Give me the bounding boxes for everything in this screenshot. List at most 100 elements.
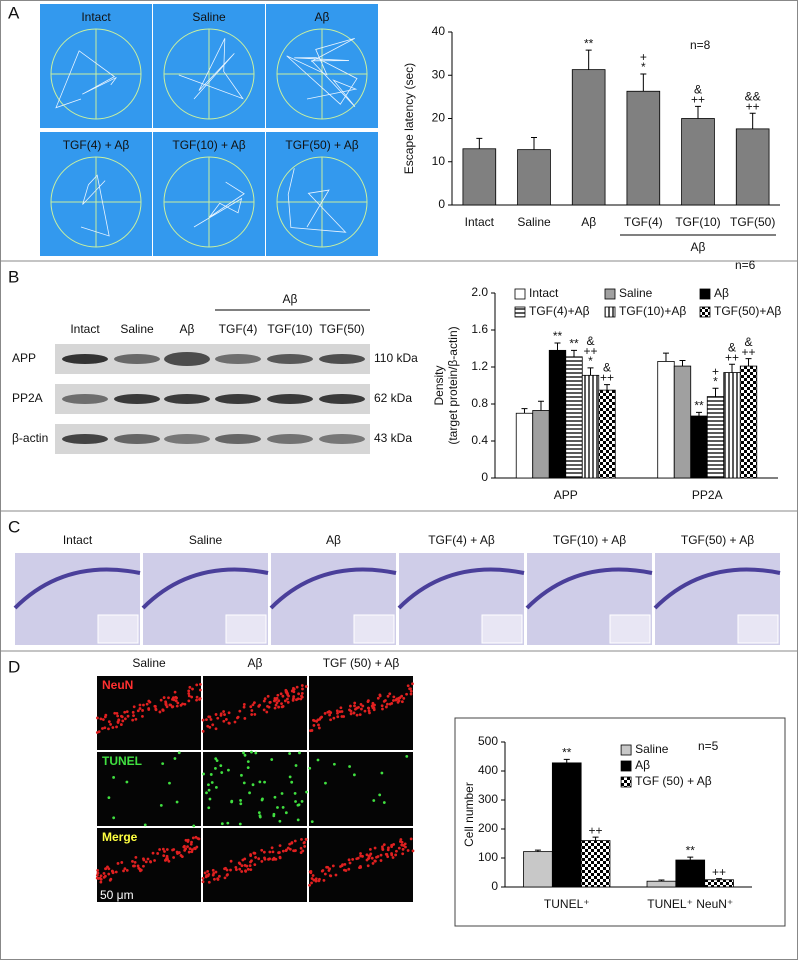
fluor-cell [349, 704, 352, 708]
x-tick-label: TGF(50) [730, 215, 775, 229]
blot-band [114, 434, 160, 444]
fluor-cell [238, 862, 242, 866]
fluor-cell [300, 838, 303, 841]
error-bar [592, 836, 599, 841]
blot-band [267, 434, 313, 444]
fluor-cell [99, 877, 103, 881]
fluor-cell [229, 868, 232, 872]
fluor-cell [250, 709, 254, 712]
fluor-cell [263, 697, 267, 701]
fluor-cell [381, 707, 384, 711]
bar [551, 762, 582, 888]
histology-label: Saline [189, 533, 223, 547]
blot-column-label: TGF(4) [219, 322, 258, 336]
fluor-cell [288, 752, 292, 755]
fluor-cell [136, 709, 140, 713]
fluor-cell [310, 877, 314, 880]
fluor-cell [111, 726, 115, 729]
fluor-cell [312, 878, 316, 882]
fluor-cell [353, 704, 356, 708]
fluor-cell [230, 799, 234, 803]
y-tick-label: 1.2 [471, 359, 488, 373]
fluor-cell [323, 872, 327, 876]
fluor-cell [411, 849, 415, 853]
fluor-cell [254, 856, 257, 859]
fluor-cell [218, 874, 221, 878]
fluor-cell [310, 881, 313, 885]
fluor-cell [207, 783, 210, 787]
fluor-cell [132, 714, 135, 718]
significance-mark: ++ [600, 371, 614, 385]
fluor-column-label: TGF (50) + Aβ [323, 656, 400, 670]
fluor-cell [248, 791, 251, 795]
fluor-cell [175, 800, 179, 804]
fluor-cell [96, 871, 100, 875]
fluor-cell [142, 864, 145, 868]
significance-mark: ** [584, 36, 594, 50]
error-bar [695, 411, 702, 417]
fluor-cell [373, 703, 376, 707]
fluor-cell [268, 850, 272, 854]
fluor-cell [338, 710, 342, 714]
fluor-cell [390, 845, 394, 849]
fluor-cell [385, 705, 388, 709]
fluor-cell [212, 871, 216, 875]
swim-path [178, 38, 244, 100]
blot-column-label: Intact [70, 322, 100, 336]
fluor-cell [286, 693, 290, 697]
blot-band [62, 434, 108, 444]
fluor-cell [392, 695, 396, 699]
blot-band [62, 394, 108, 404]
panel-label: A [8, 3, 20, 22]
y-tick-label: 2.0 [471, 285, 488, 299]
y-axis-label: Cell number [462, 782, 476, 847]
fluor-cell [147, 707, 151, 710]
fluor-cell [187, 694, 191, 698]
y-tick-label: 30 [432, 67, 446, 81]
fluor-cell [380, 771, 384, 775]
significance-mark: ++ [589, 823, 603, 837]
fluor-cell [253, 701, 256, 705]
sample-size: n=6 [735, 258, 756, 272]
fluor-cell [327, 869, 331, 872]
fluor-cell [367, 857, 370, 861]
blot-band [215, 394, 261, 404]
fluor-cell [121, 719, 125, 723]
fluor-cell [311, 874, 315, 877]
legend-swatch [620, 760, 632, 772]
fluor-cell [143, 823, 147, 827]
fluor-cell [227, 721, 231, 725]
fluor-cell [277, 699, 281, 703]
fluor-cell [394, 698, 398, 702]
fluor-cell [104, 867, 108, 870]
error-bar [521, 408, 528, 414]
x-tick-label: TGF(10) [675, 215, 720, 229]
fluor-cell [386, 848, 390, 852]
fluor-cell [356, 856, 360, 860]
fluor-image [309, 828, 413, 902]
fluor-cell [205, 718, 208, 722]
blot-column-label: TGF(50) [319, 322, 364, 336]
fluor-cell [283, 699, 287, 703]
fluor-cell [280, 702, 283, 706]
fluor-cell [308, 766, 312, 770]
fluor-cell [249, 854, 253, 857]
bar [690, 415, 708, 479]
fluor-cell [146, 857, 150, 861]
fluor-cell [183, 844, 186, 848]
fluor-cell [167, 859, 171, 863]
fluor-cell [122, 869, 125, 873]
fluor-cell [240, 870, 244, 873]
maze-label: TGF(4) + Aβ [63, 138, 130, 152]
significance-mark: ++ [742, 345, 756, 359]
fluor-cell [300, 799, 304, 803]
fluor-cell [352, 773, 356, 777]
fluor-cell [107, 872, 111, 876]
blot-row-label: APP [12, 351, 36, 365]
fluor-image [97, 828, 201, 902]
fluor-cell [201, 876, 205, 880]
blot-band [267, 394, 313, 404]
fluor-cell [175, 704, 179, 708]
fluor-cell [392, 843, 396, 846]
blot-group-label: Aβ [283, 292, 298, 306]
